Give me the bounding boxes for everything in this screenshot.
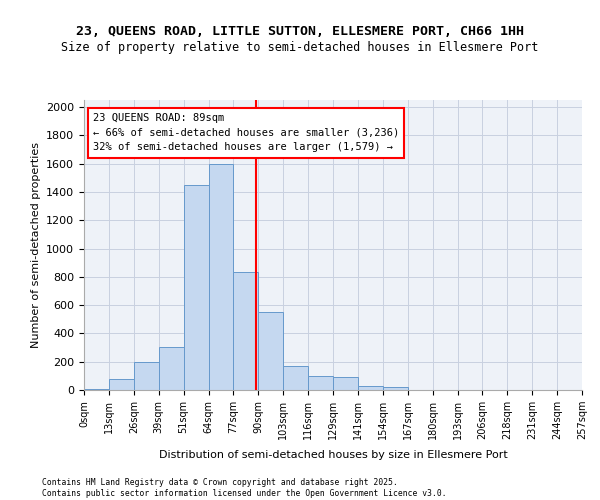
Bar bbox=[233, 272, 259, 390]
Bar bbox=[134, 362, 159, 390]
Text: 23 QUEENS ROAD: 89sqm
← 66% of semi-detached houses are smaller (3,236)
32% of s: 23 QUEENS ROAD: 89sqm ← 66% of semi-deta… bbox=[93, 112, 399, 152]
Y-axis label: Number of semi-detached properties: Number of semi-detached properties bbox=[31, 142, 41, 348]
Bar bbox=[209, 164, 233, 390]
Text: 23, QUEENS ROAD, LITTLE SUTTON, ELLESMERE PORT, CH66 1HH: 23, QUEENS ROAD, LITTLE SUTTON, ELLESMER… bbox=[76, 25, 524, 38]
Bar bbox=[84, 388, 109, 390]
Bar bbox=[308, 376, 333, 390]
Bar bbox=[333, 378, 358, 390]
Bar bbox=[358, 386, 383, 390]
Bar bbox=[259, 312, 283, 390]
Bar bbox=[184, 185, 209, 390]
Bar bbox=[109, 378, 134, 390]
Text: Size of property relative to semi-detached houses in Ellesmere Port: Size of property relative to semi-detach… bbox=[61, 41, 539, 54]
Bar bbox=[283, 366, 308, 390]
Bar bbox=[159, 347, 184, 390]
Bar bbox=[383, 387, 408, 390]
X-axis label: Distribution of semi-detached houses by size in Ellesmere Port: Distribution of semi-detached houses by … bbox=[158, 450, 508, 460]
Text: Contains HM Land Registry data © Crown copyright and database right 2025.
Contai: Contains HM Land Registry data © Crown c… bbox=[42, 478, 446, 498]
